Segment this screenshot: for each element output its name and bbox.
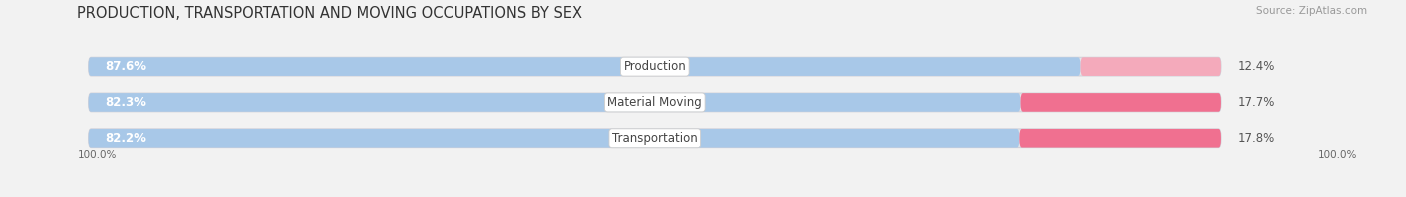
Text: Material Moving: Material Moving bbox=[607, 96, 702, 109]
Text: 87.6%: 87.6% bbox=[105, 60, 146, 73]
Text: 82.3%: 82.3% bbox=[105, 96, 146, 109]
FancyBboxPatch shape bbox=[1021, 93, 1220, 112]
Text: 82.2%: 82.2% bbox=[105, 132, 146, 145]
FancyBboxPatch shape bbox=[89, 129, 1220, 148]
Text: 100.0%: 100.0% bbox=[1317, 151, 1357, 161]
FancyBboxPatch shape bbox=[89, 129, 1019, 148]
Text: 12.4%: 12.4% bbox=[1237, 60, 1275, 73]
FancyBboxPatch shape bbox=[89, 93, 1220, 112]
Text: Production: Production bbox=[623, 60, 686, 73]
Text: 100.0%: 100.0% bbox=[77, 151, 117, 161]
FancyBboxPatch shape bbox=[1081, 57, 1220, 76]
FancyBboxPatch shape bbox=[89, 93, 1021, 112]
Text: 17.7%: 17.7% bbox=[1237, 96, 1275, 109]
Text: PRODUCTION, TRANSPORTATION AND MOVING OCCUPATIONS BY SEX: PRODUCTION, TRANSPORTATION AND MOVING OC… bbox=[77, 6, 582, 21]
FancyBboxPatch shape bbox=[89, 57, 1220, 76]
FancyBboxPatch shape bbox=[1019, 129, 1220, 148]
Text: Transportation: Transportation bbox=[612, 132, 697, 145]
FancyBboxPatch shape bbox=[89, 57, 1081, 76]
Text: Source: ZipAtlas.com: Source: ZipAtlas.com bbox=[1256, 6, 1367, 16]
Text: 17.8%: 17.8% bbox=[1237, 132, 1275, 145]
